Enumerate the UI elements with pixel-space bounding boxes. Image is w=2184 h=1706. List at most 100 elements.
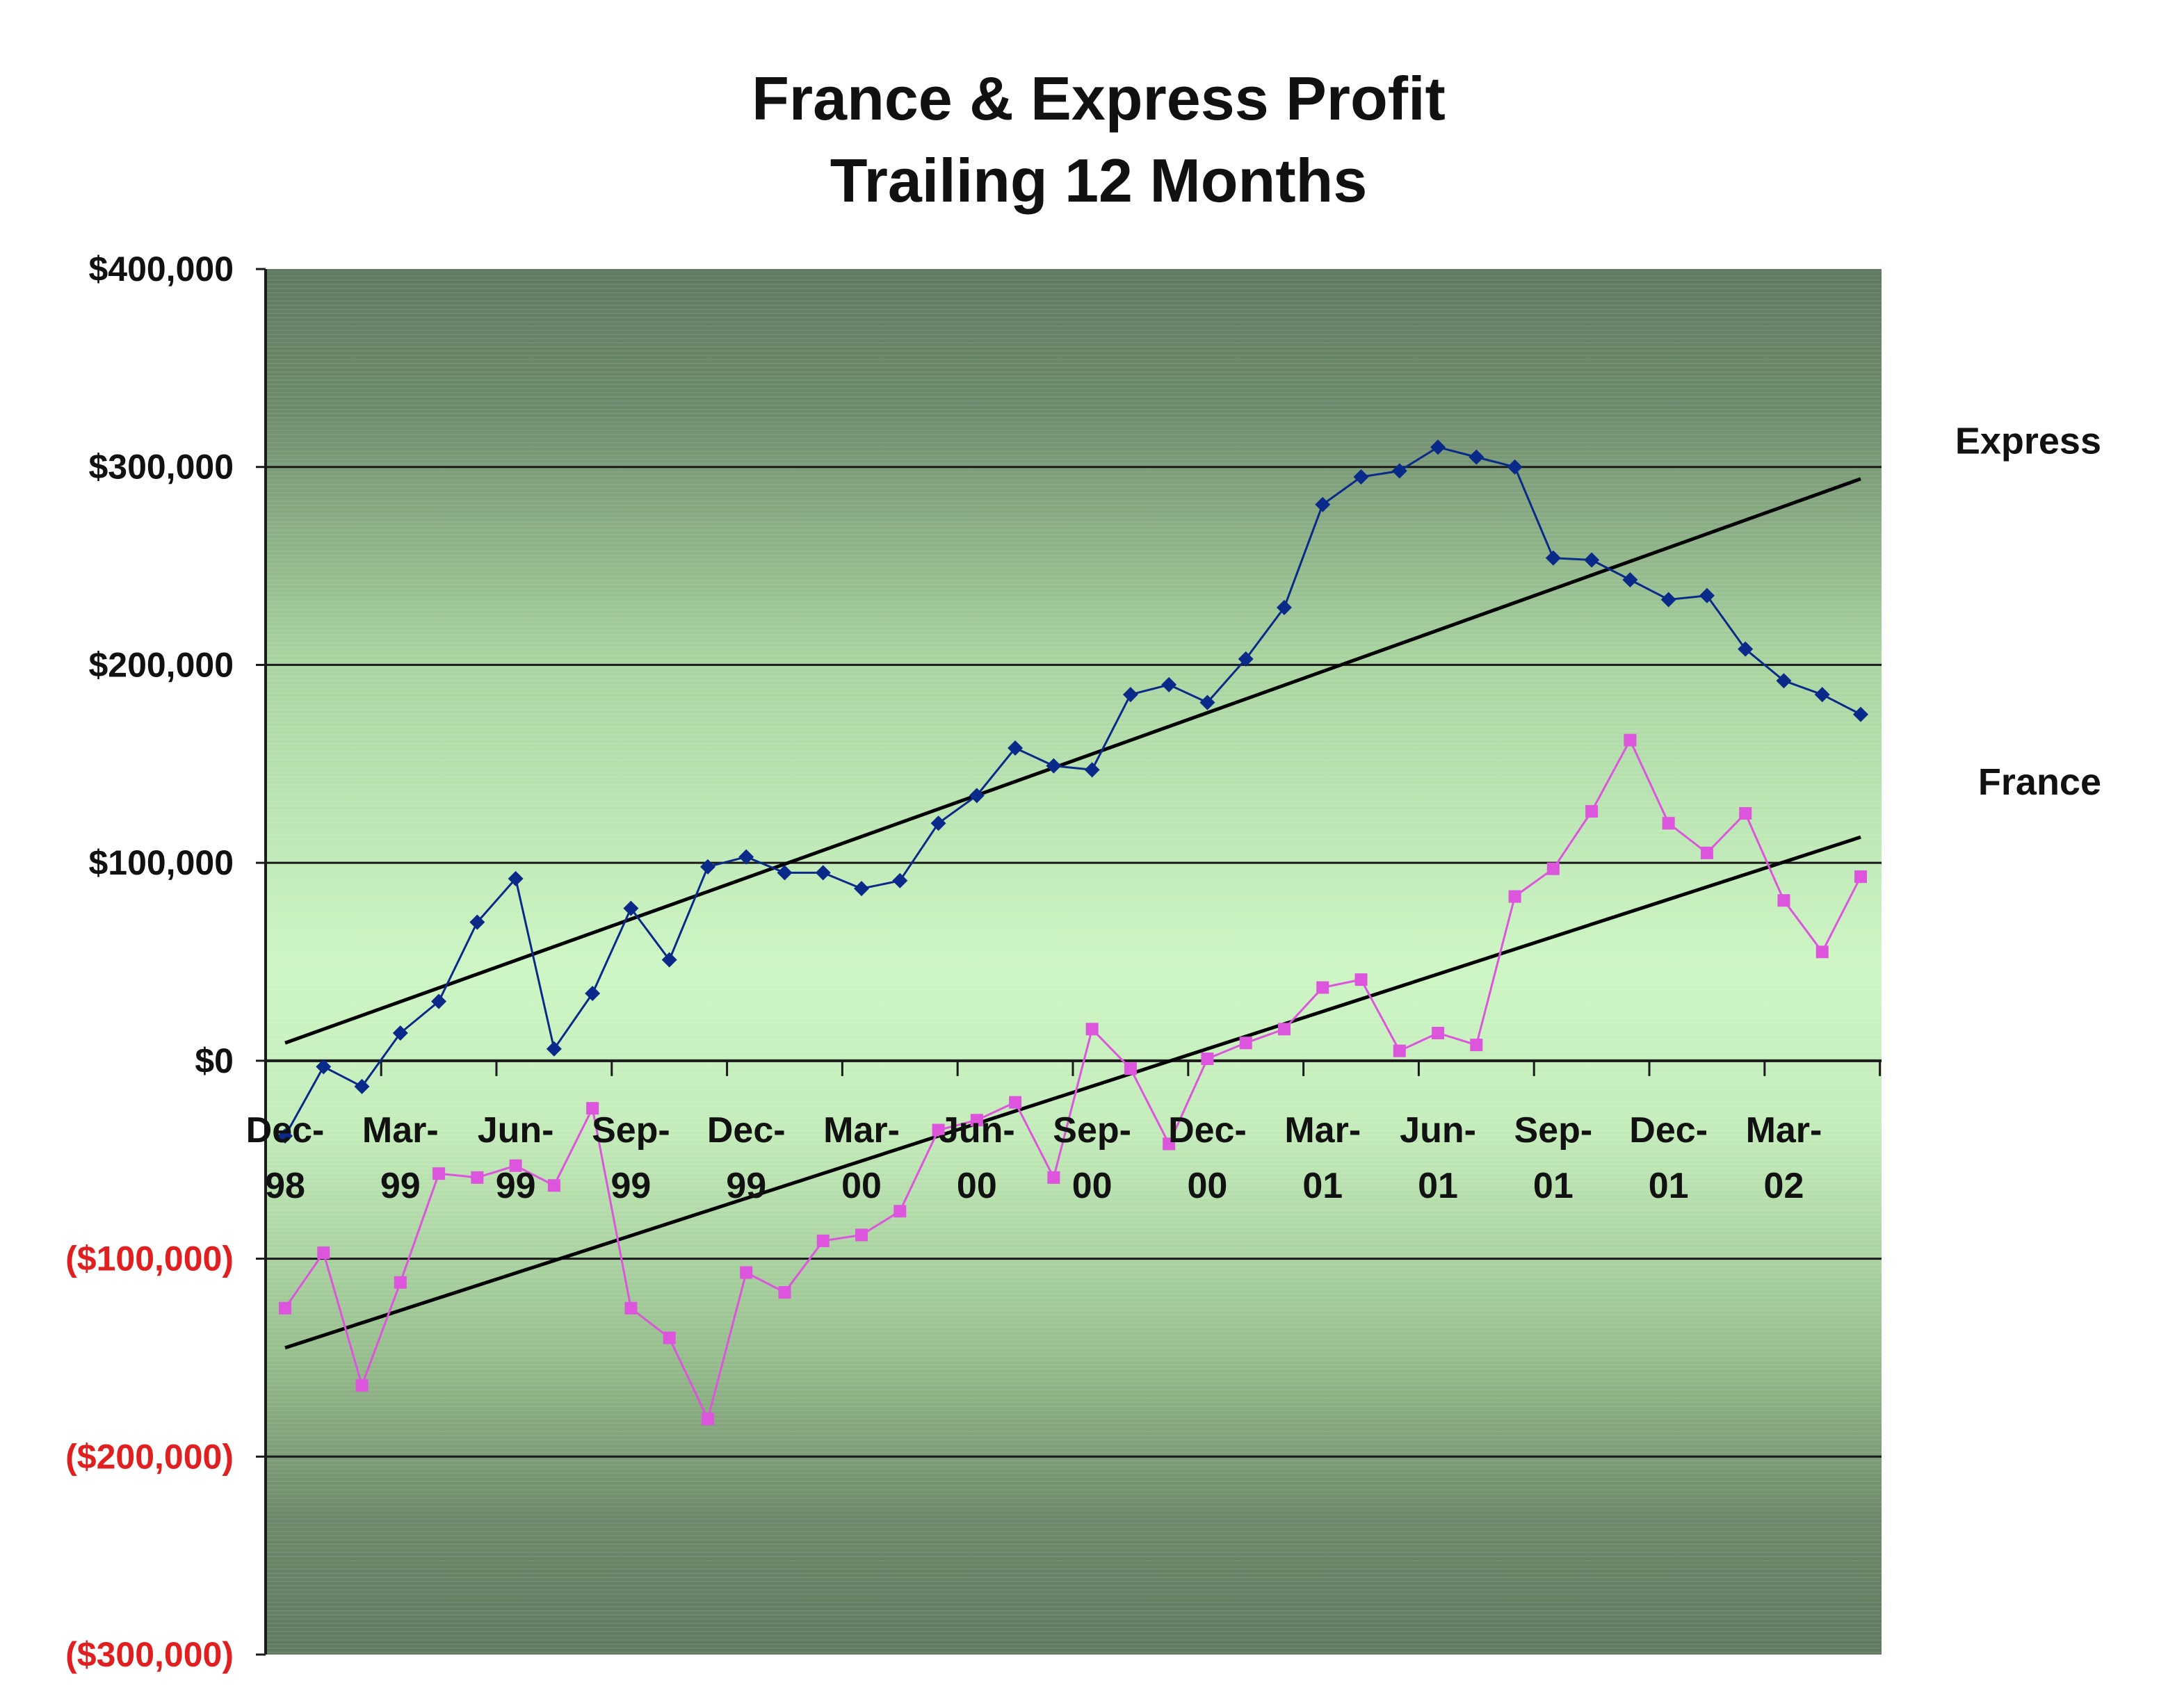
data-point-france	[624, 1301, 638, 1315]
data-point-france	[1508, 890, 1521, 903]
x-tick-label-year: 99	[726, 1166, 766, 1206]
data-point-france	[1393, 1044, 1406, 1057]
data-point-france	[778, 1285, 791, 1299]
x-tick-label-year: 01	[1418, 1166, 1458, 1206]
data-point-express	[469, 914, 485, 930]
data-point-france	[893, 1205, 907, 1218]
x-tick-label-month: Jun-	[1400, 1110, 1476, 1151]
data-point-express	[930, 815, 946, 831]
series-labels: Express France	[1955, 421, 2101, 803]
x-tick-label-month: Jun-	[939, 1110, 1015, 1151]
x-tick-label-month: Sep-	[592, 1110, 670, 1151]
axes	[264, 269, 1882, 1655]
data-point-express	[1238, 651, 1254, 667]
data-point-france	[1470, 1039, 1483, 1052]
data-point-france	[1354, 973, 1368, 986]
data-point-express	[1584, 552, 1600, 568]
data-point-express	[277, 1128, 293, 1144]
x-tick-label-month: Mar-	[362, 1110, 439, 1151]
x-axis-ticks: Dec- 98 Mar- 99 Jun- 99 Sep- 99 Dec- 99 Mar- 00 Jun-…	[246, 1110, 1822, 1206]
data-point-express	[1391, 463, 1407, 479]
data-point-france	[1815, 945, 1829, 959]
data-point-express	[1853, 706, 1868, 722]
data-point-express	[892, 872, 908, 888]
y-tick-label: $100,000	[88, 843, 234, 882]
data-point-express	[1199, 694, 1215, 710]
data-point-express	[1660, 592, 1676, 608]
data-point-france	[701, 1413, 714, 1426]
data-point-express	[1622, 572, 1638, 588]
data-point-express	[431, 993, 447, 1009]
data-point-express	[585, 986, 601, 1002]
data-point-express	[1699, 587, 1715, 603]
x-tick-label-year: 00	[841, 1166, 882, 1206]
data-point-france	[471, 1171, 484, 1184]
y-axis-ticks: $400,000 $300,000 $200,000 $100,000 $0 ($100,…	[65, 250, 266, 1674]
data-point-express	[508, 870, 524, 886]
trendline-express	[284, 477, 1861, 1045]
data-point-france	[740, 1266, 753, 1279]
data-point-express	[354, 1078, 370, 1094]
x-tick-label-month: Sep-	[1514, 1110, 1593, 1151]
trendlines	[284, 477, 1861, 1350]
gridlines	[266, 466, 1882, 1458]
x-tick-label-month: Sep-	[1053, 1110, 1131, 1151]
data-point-express	[969, 788, 985, 804]
series-label-express: Express	[1955, 421, 2101, 462]
data-point-france	[663, 1331, 676, 1345]
data-point-express	[699, 859, 715, 875]
data-point-express	[661, 952, 677, 968]
data-point-france	[1585, 805, 1599, 818]
data-point-france	[1854, 870, 1867, 884]
data-point-express	[815, 865, 831, 881]
data-point-express	[1315, 496, 1331, 512]
data-point-express	[1507, 459, 1523, 475]
data-point-express	[1738, 641, 1754, 657]
data-point-france	[1163, 1137, 1176, 1151]
x-tick-label-month: Dec-	[1168, 1110, 1247, 1151]
data-point-france	[432, 1167, 446, 1180]
data-point-express	[1545, 550, 1561, 566]
data-point-france	[394, 1276, 407, 1289]
data-point-france	[1777, 894, 1790, 907]
data-point-france	[1624, 733, 1637, 747]
series-line-express	[284, 446, 1861, 1137]
series-label-france: France	[1978, 761, 2101, 803]
series-line-france	[284, 738, 1862, 1422]
data-point-express	[1122, 687, 1138, 703]
x-tick-label-year: 00	[1188, 1166, 1228, 1206]
x-tick-label-month: Mar-	[1284, 1110, 1361, 1151]
data-point-express	[1469, 449, 1485, 465]
chart-subtitle: Trailing 12 Months	[830, 146, 1368, 215]
y-tick-label: ($300,000)	[65, 1635, 234, 1674]
y-tick-label: $0	[195, 1041, 234, 1080]
y-tick-label: $300,000	[88, 448, 234, 487]
series	[277, 439, 1868, 1426]
data-point-express	[392, 1025, 408, 1041]
x-tick-label-month: Mar-	[823, 1110, 900, 1151]
trendline-france	[284, 835, 1861, 1350]
y-tick-label: ($100,000)	[65, 1240, 234, 1278]
data-point-france	[317, 1246, 330, 1260]
data-point-express	[1046, 758, 1062, 774]
data-point-express	[316, 1059, 332, 1075]
data-point-france	[279, 1301, 291, 1315]
data-point-express	[1814, 687, 1830, 703]
data-point-france	[970, 1114, 983, 1127]
data-point-france	[816, 1234, 830, 1247]
data-point-france	[547, 1179, 560, 1192]
data-point-express	[546, 1041, 562, 1057]
x-tick-label-month: Dec-	[246, 1110, 325, 1151]
x-tick-label-year: 01	[1302, 1166, 1343, 1206]
x-tick-label-year: 00	[1072, 1166, 1113, 1206]
data-point-france	[1546, 862, 1560, 875]
data-point-france	[509, 1159, 522, 1172]
data-point-france	[1124, 1062, 1137, 1075]
y-tick-label: $400,000	[88, 250, 234, 289]
data-point-france	[1316, 981, 1329, 994]
data-point-express	[1353, 469, 1369, 485]
x-tick-label-month: Dec-	[707, 1110, 786, 1151]
data-point-france	[355, 1379, 369, 1392]
data-point-france	[586, 1102, 599, 1115]
